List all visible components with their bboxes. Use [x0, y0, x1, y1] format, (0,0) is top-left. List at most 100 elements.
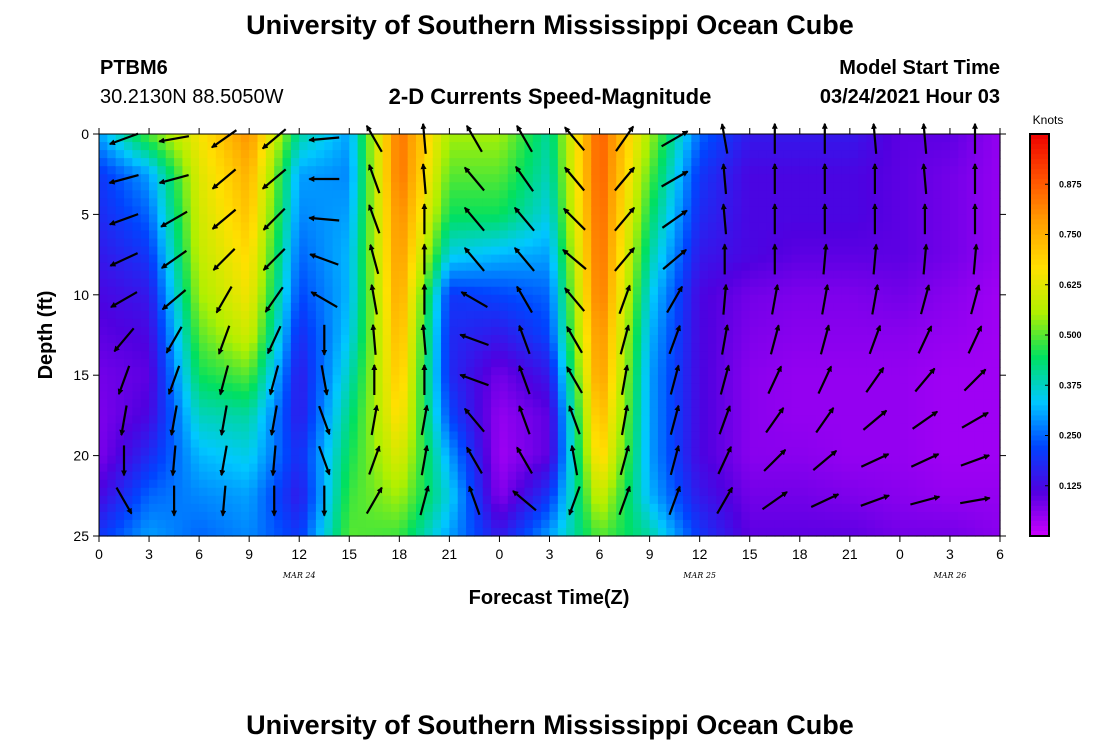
heatmap-cell — [791, 230, 801, 240]
heatmap-cell — [924, 423, 934, 433]
heatmap-cell — [507, 198, 517, 207]
heatmap-cell — [257, 278, 267, 288]
heatmap-cell — [808, 238, 818, 248]
heatmap-cell — [340, 302, 350, 312]
heatmap-cell — [574, 471, 584, 481]
heatmap-cell — [424, 439, 434, 449]
heatmap-cell — [174, 343, 184, 352]
heatmap-cell — [149, 495, 158, 505]
heatmap-cell — [799, 431, 809, 441]
heatmap-cell — [399, 407, 409, 416]
heatmap-cell — [457, 407, 467, 416]
heatmap-cell — [607, 294, 617, 304]
heatmap-cell — [849, 351, 859, 360]
heatmap-cell — [157, 142, 167, 151]
heatmap-cell — [599, 222, 609, 232]
heatmap-cell — [215, 399, 225, 408]
heatmap-cell — [491, 487, 501, 497]
heatmap-cell — [357, 190, 367, 199]
heatmap-cell — [399, 294, 409, 304]
heatmap-cell — [249, 294, 259, 304]
heatmap-cell — [641, 222, 651, 232]
heatmap-cell — [107, 198, 117, 207]
heatmap-cell — [516, 246, 526, 256]
heatmap-cell — [607, 182, 617, 191]
heatmap-cell — [149, 439, 158, 449]
heatmap-cell — [866, 335, 876, 344]
heatmap-cell — [132, 479, 142, 489]
heatmap-cell — [866, 367, 876, 376]
heatmap-cell — [791, 359, 801, 368]
heatmap-cell — [215, 455, 225, 465]
heatmap-cell — [224, 246, 234, 256]
heatmap-cell — [808, 246, 818, 256]
heatmap-cell — [107, 407, 117, 416]
heatmap-cell — [632, 359, 642, 368]
heatmap-cell — [524, 423, 534, 433]
heatmap-cell — [407, 367, 417, 376]
heatmap-cell — [758, 399, 767, 408]
heatmap-cell — [657, 479, 667, 489]
heatmap-cell — [599, 487, 609, 497]
heatmap-cell — [324, 318, 334, 328]
heatmap-cell — [132, 367, 142, 376]
heatmap-cell — [365, 318, 375, 328]
heatmap-cell — [666, 455, 676, 465]
heatmap-cell — [582, 278, 592, 288]
heatmap-cell — [591, 262, 601, 272]
heatmap-cell — [140, 214, 150, 224]
heatmap-cell — [691, 238, 701, 248]
heatmap-cell — [124, 318, 133, 328]
heatmap-cell — [574, 495, 584, 505]
heatmap-cell — [324, 447, 334, 457]
heatmap-cell — [424, 262, 434, 272]
heatmap-cell — [599, 351, 609, 360]
heatmap-cell — [574, 142, 584, 151]
heatmap-cell — [883, 511, 893, 521]
heatmap-cell — [724, 375, 734, 384]
heatmap-cell — [916, 471, 926, 481]
heatmap-cell — [140, 326, 150, 336]
heatmap-cell — [724, 246, 734, 256]
heatmap-cell — [457, 375, 467, 384]
heatmap-cell — [816, 495, 826, 505]
heatmap-cell — [157, 415, 167, 425]
heatmap-cell — [424, 471, 434, 481]
heatmap-cell — [265, 318, 275, 328]
heatmap-cell — [916, 326, 926, 336]
heatmap-cell — [883, 286, 893, 296]
heatmap-cell — [791, 318, 801, 328]
heatmap-cell — [240, 294, 250, 304]
heatmap-cell — [591, 198, 601, 207]
heatmap-cell — [716, 359, 726, 368]
heatmap-cell — [758, 222, 767, 232]
heatmap-cell — [541, 399, 551, 408]
heatmap-cell — [557, 310, 567, 320]
heatmap-cell — [499, 230, 509, 240]
heatmap-cell — [240, 399, 250, 408]
heatmap-cell — [441, 238, 450, 248]
heatmap-cell — [365, 351, 375, 360]
heatmap-cell — [908, 278, 918, 288]
heatmap-cell — [899, 487, 909, 497]
heatmap-cell — [207, 230, 217, 240]
heatmap-cell — [716, 519, 726, 529]
heatmap-cell — [758, 158, 767, 167]
heatmap-cell — [174, 495, 184, 505]
heatmap-cell — [299, 479, 309, 489]
heatmap-cell — [841, 254, 851, 264]
heatmap-cell — [749, 318, 759, 328]
heatmap-cell — [174, 415, 184, 425]
heatmap-cell — [274, 262, 284, 272]
heatmap-cell — [616, 246, 626, 256]
heatmap-cell — [632, 407, 642, 416]
heatmap-cell — [566, 423, 576, 433]
heatmap-cell — [841, 367, 851, 376]
heatmap-cell — [240, 262, 250, 272]
heatmap-cell — [641, 270, 651, 280]
heatmap-cell — [491, 326, 501, 336]
heatmap-cell — [891, 479, 901, 489]
heatmap-cell — [524, 246, 534, 256]
heatmap-cell — [733, 246, 742, 256]
heatmap-cell — [858, 158, 868, 167]
